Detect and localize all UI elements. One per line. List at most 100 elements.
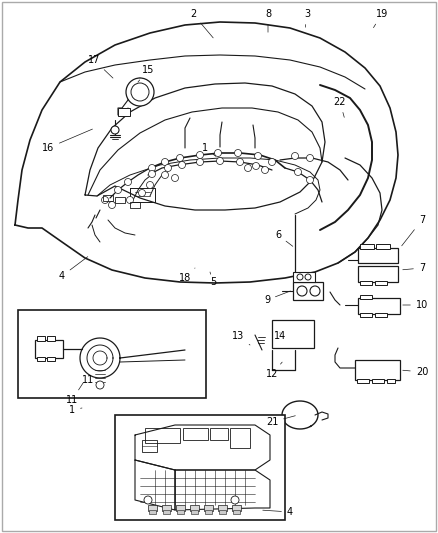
Circle shape xyxy=(131,83,149,101)
Text: 1: 1 xyxy=(202,143,216,156)
Bar xyxy=(375,281,387,285)
Bar xyxy=(357,379,369,383)
Text: 16: 16 xyxy=(42,129,92,153)
Text: 1: 1 xyxy=(69,405,82,415)
Text: 4: 4 xyxy=(263,507,293,517)
Circle shape xyxy=(144,496,152,504)
Bar xyxy=(176,505,185,511)
Circle shape xyxy=(261,166,268,174)
Circle shape xyxy=(114,187,121,193)
Bar xyxy=(18,310,206,398)
Bar xyxy=(355,360,400,380)
Text: 11: 11 xyxy=(66,382,84,405)
Text: 7: 7 xyxy=(402,215,425,246)
Bar xyxy=(219,510,226,514)
Circle shape xyxy=(177,155,184,161)
Bar xyxy=(103,195,113,201)
Bar xyxy=(142,440,157,452)
Circle shape xyxy=(197,151,204,158)
Bar xyxy=(148,505,157,511)
Text: 5: 5 xyxy=(210,272,216,287)
Text: 18: 18 xyxy=(179,268,195,283)
Text: 9: 9 xyxy=(264,291,290,305)
Bar xyxy=(376,244,390,249)
Circle shape xyxy=(124,179,131,185)
Text: 14: 14 xyxy=(274,331,286,341)
Circle shape xyxy=(234,149,241,157)
Circle shape xyxy=(310,286,320,296)
Circle shape xyxy=(126,78,154,106)
Text: 2: 2 xyxy=(190,9,213,38)
Text: 17: 17 xyxy=(88,55,113,78)
Circle shape xyxy=(216,157,223,165)
Circle shape xyxy=(297,286,307,296)
Bar xyxy=(47,336,55,341)
Text: 21: 21 xyxy=(266,416,295,427)
Circle shape xyxy=(165,165,172,172)
Text: 12: 12 xyxy=(266,362,282,379)
Bar xyxy=(358,298,400,314)
Bar xyxy=(162,505,171,511)
Text: 19: 19 xyxy=(374,9,388,28)
Bar xyxy=(205,510,212,514)
Bar xyxy=(360,244,374,249)
Bar xyxy=(163,510,170,514)
Bar xyxy=(35,340,63,358)
Bar xyxy=(204,505,213,511)
Bar xyxy=(372,379,384,383)
Bar xyxy=(360,313,372,317)
Circle shape xyxy=(268,158,276,166)
Circle shape xyxy=(215,149,222,157)
Bar xyxy=(115,415,285,520)
Bar xyxy=(37,336,45,341)
Bar xyxy=(272,320,314,348)
Bar xyxy=(191,510,198,514)
Circle shape xyxy=(162,172,169,179)
Text: 6: 6 xyxy=(275,230,293,246)
Bar xyxy=(145,428,180,443)
Text: 20: 20 xyxy=(403,367,428,377)
Bar xyxy=(149,510,156,514)
Text: 7: 7 xyxy=(403,263,425,273)
Circle shape xyxy=(127,197,134,204)
Circle shape xyxy=(179,161,186,168)
Circle shape xyxy=(148,171,155,177)
Circle shape xyxy=(244,165,251,172)
Bar xyxy=(293,282,323,300)
Text: 13: 13 xyxy=(232,331,250,345)
Bar xyxy=(190,505,199,511)
Text: 8: 8 xyxy=(265,9,271,32)
Text: 11: 11 xyxy=(82,375,94,385)
Text: 22: 22 xyxy=(334,97,346,117)
Circle shape xyxy=(96,381,104,389)
Circle shape xyxy=(111,126,119,134)
Circle shape xyxy=(292,152,299,159)
Circle shape xyxy=(254,152,261,159)
Bar xyxy=(360,295,372,299)
Circle shape xyxy=(109,201,116,208)
Bar xyxy=(233,510,240,514)
Circle shape xyxy=(231,496,239,504)
Text: 4: 4 xyxy=(59,257,88,281)
Circle shape xyxy=(148,165,155,172)
Circle shape xyxy=(172,174,179,182)
Bar xyxy=(210,428,228,440)
Text: 3: 3 xyxy=(304,9,310,27)
Circle shape xyxy=(138,190,145,197)
Circle shape xyxy=(305,274,311,280)
Bar xyxy=(293,272,315,282)
Bar xyxy=(387,379,395,383)
Circle shape xyxy=(102,197,109,204)
Bar xyxy=(375,313,387,317)
Bar xyxy=(232,505,241,511)
Bar xyxy=(218,505,227,511)
Bar xyxy=(358,266,398,282)
Text: 15: 15 xyxy=(138,65,154,82)
Bar xyxy=(358,248,398,263)
Circle shape xyxy=(162,158,169,166)
Bar xyxy=(360,281,372,285)
Bar xyxy=(37,357,45,361)
Bar xyxy=(177,510,184,514)
Circle shape xyxy=(307,155,314,161)
Circle shape xyxy=(297,274,303,280)
